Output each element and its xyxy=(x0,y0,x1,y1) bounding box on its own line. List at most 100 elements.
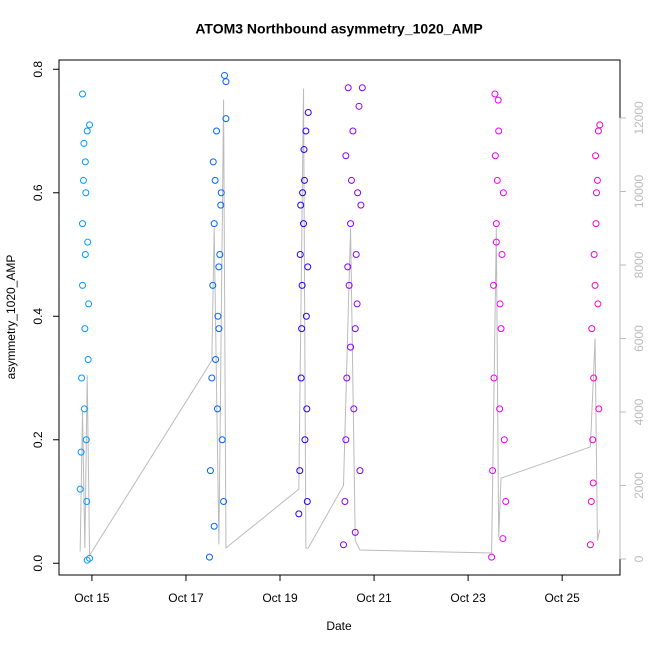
point xyxy=(216,251,224,259)
point xyxy=(301,436,309,444)
point xyxy=(303,405,311,413)
point xyxy=(79,281,87,289)
point xyxy=(222,115,230,123)
point xyxy=(347,220,355,228)
point xyxy=(594,300,602,308)
point xyxy=(206,467,214,475)
point xyxy=(347,176,355,184)
point xyxy=(209,158,217,166)
point xyxy=(210,522,218,530)
point xyxy=(347,343,355,351)
point xyxy=(300,220,308,228)
point xyxy=(85,300,93,308)
point xyxy=(495,127,503,135)
y2-tick-label: 4000 xyxy=(632,398,646,425)
point xyxy=(76,485,84,493)
y-tick-label: 0.4 xyxy=(31,308,45,325)
point xyxy=(79,220,87,228)
point xyxy=(355,102,363,110)
point xyxy=(304,263,312,271)
y-tick-label: 0.0 xyxy=(31,555,45,572)
point xyxy=(339,541,347,549)
point xyxy=(491,152,499,160)
point xyxy=(302,312,310,320)
x-tick-label: Oct 25 xyxy=(544,591,580,605)
point xyxy=(344,84,352,92)
point xyxy=(297,201,305,209)
y-tick-label: 0.8 xyxy=(31,61,45,78)
y-tick-label: 0.6 xyxy=(31,184,45,201)
point xyxy=(342,152,350,160)
point xyxy=(358,84,366,92)
point xyxy=(592,189,600,197)
point xyxy=(596,121,604,129)
point xyxy=(205,553,213,561)
point xyxy=(208,374,216,382)
point xyxy=(490,374,498,382)
point xyxy=(588,325,596,333)
point xyxy=(494,96,502,104)
y2-tick-label: 10000 xyxy=(632,174,646,208)
point xyxy=(587,498,595,506)
x-tick-label: Oct 19 xyxy=(262,591,298,605)
point xyxy=(304,108,312,116)
y2-tick-label: 2000 xyxy=(632,472,646,499)
point xyxy=(341,498,349,506)
point xyxy=(84,355,92,363)
point xyxy=(586,541,594,549)
point xyxy=(209,281,217,289)
point xyxy=(210,220,218,228)
point xyxy=(217,201,225,209)
point xyxy=(211,176,219,184)
point xyxy=(356,467,364,475)
y2-tick-label: 0 xyxy=(632,555,646,562)
point xyxy=(343,374,351,382)
point xyxy=(593,176,601,184)
point xyxy=(490,281,498,289)
point xyxy=(298,325,306,333)
point xyxy=(342,436,350,444)
point xyxy=(344,263,352,271)
point xyxy=(354,189,362,197)
point xyxy=(295,510,303,518)
point xyxy=(86,121,94,129)
x-axis-label: Date xyxy=(326,619,352,633)
point xyxy=(300,176,308,184)
y2-tick-label: 8000 xyxy=(632,251,646,278)
point xyxy=(222,78,230,86)
point xyxy=(79,90,87,98)
point xyxy=(213,127,221,135)
point xyxy=(80,139,88,147)
point xyxy=(589,436,597,444)
point xyxy=(502,498,510,506)
point xyxy=(212,355,220,363)
point xyxy=(303,498,311,506)
x-tick-label: Oct 21 xyxy=(356,591,392,605)
point xyxy=(83,498,91,506)
point xyxy=(590,251,598,259)
point xyxy=(590,374,598,382)
point xyxy=(215,263,223,271)
point xyxy=(350,405,358,413)
y-axis-label: asymmetry_1020_AMP xyxy=(4,255,18,380)
point xyxy=(214,312,222,320)
point xyxy=(220,498,228,506)
point xyxy=(84,238,92,246)
x-tick-label: Oct 15 xyxy=(74,591,110,605)
point xyxy=(499,189,507,197)
point xyxy=(80,405,88,413)
point xyxy=(499,535,507,543)
point xyxy=(493,176,501,184)
x-tick-label: Oct 23 xyxy=(450,591,486,605)
point xyxy=(357,201,365,209)
point xyxy=(299,189,307,197)
point xyxy=(595,405,603,413)
y2-tick-label: 6000 xyxy=(632,325,646,352)
point xyxy=(81,251,89,259)
point xyxy=(496,300,504,308)
point xyxy=(296,467,304,475)
point xyxy=(497,325,505,333)
point xyxy=(302,127,310,135)
chart-title: ATOM3 Northbound asymmetry_1020_AMP xyxy=(195,21,482,37)
